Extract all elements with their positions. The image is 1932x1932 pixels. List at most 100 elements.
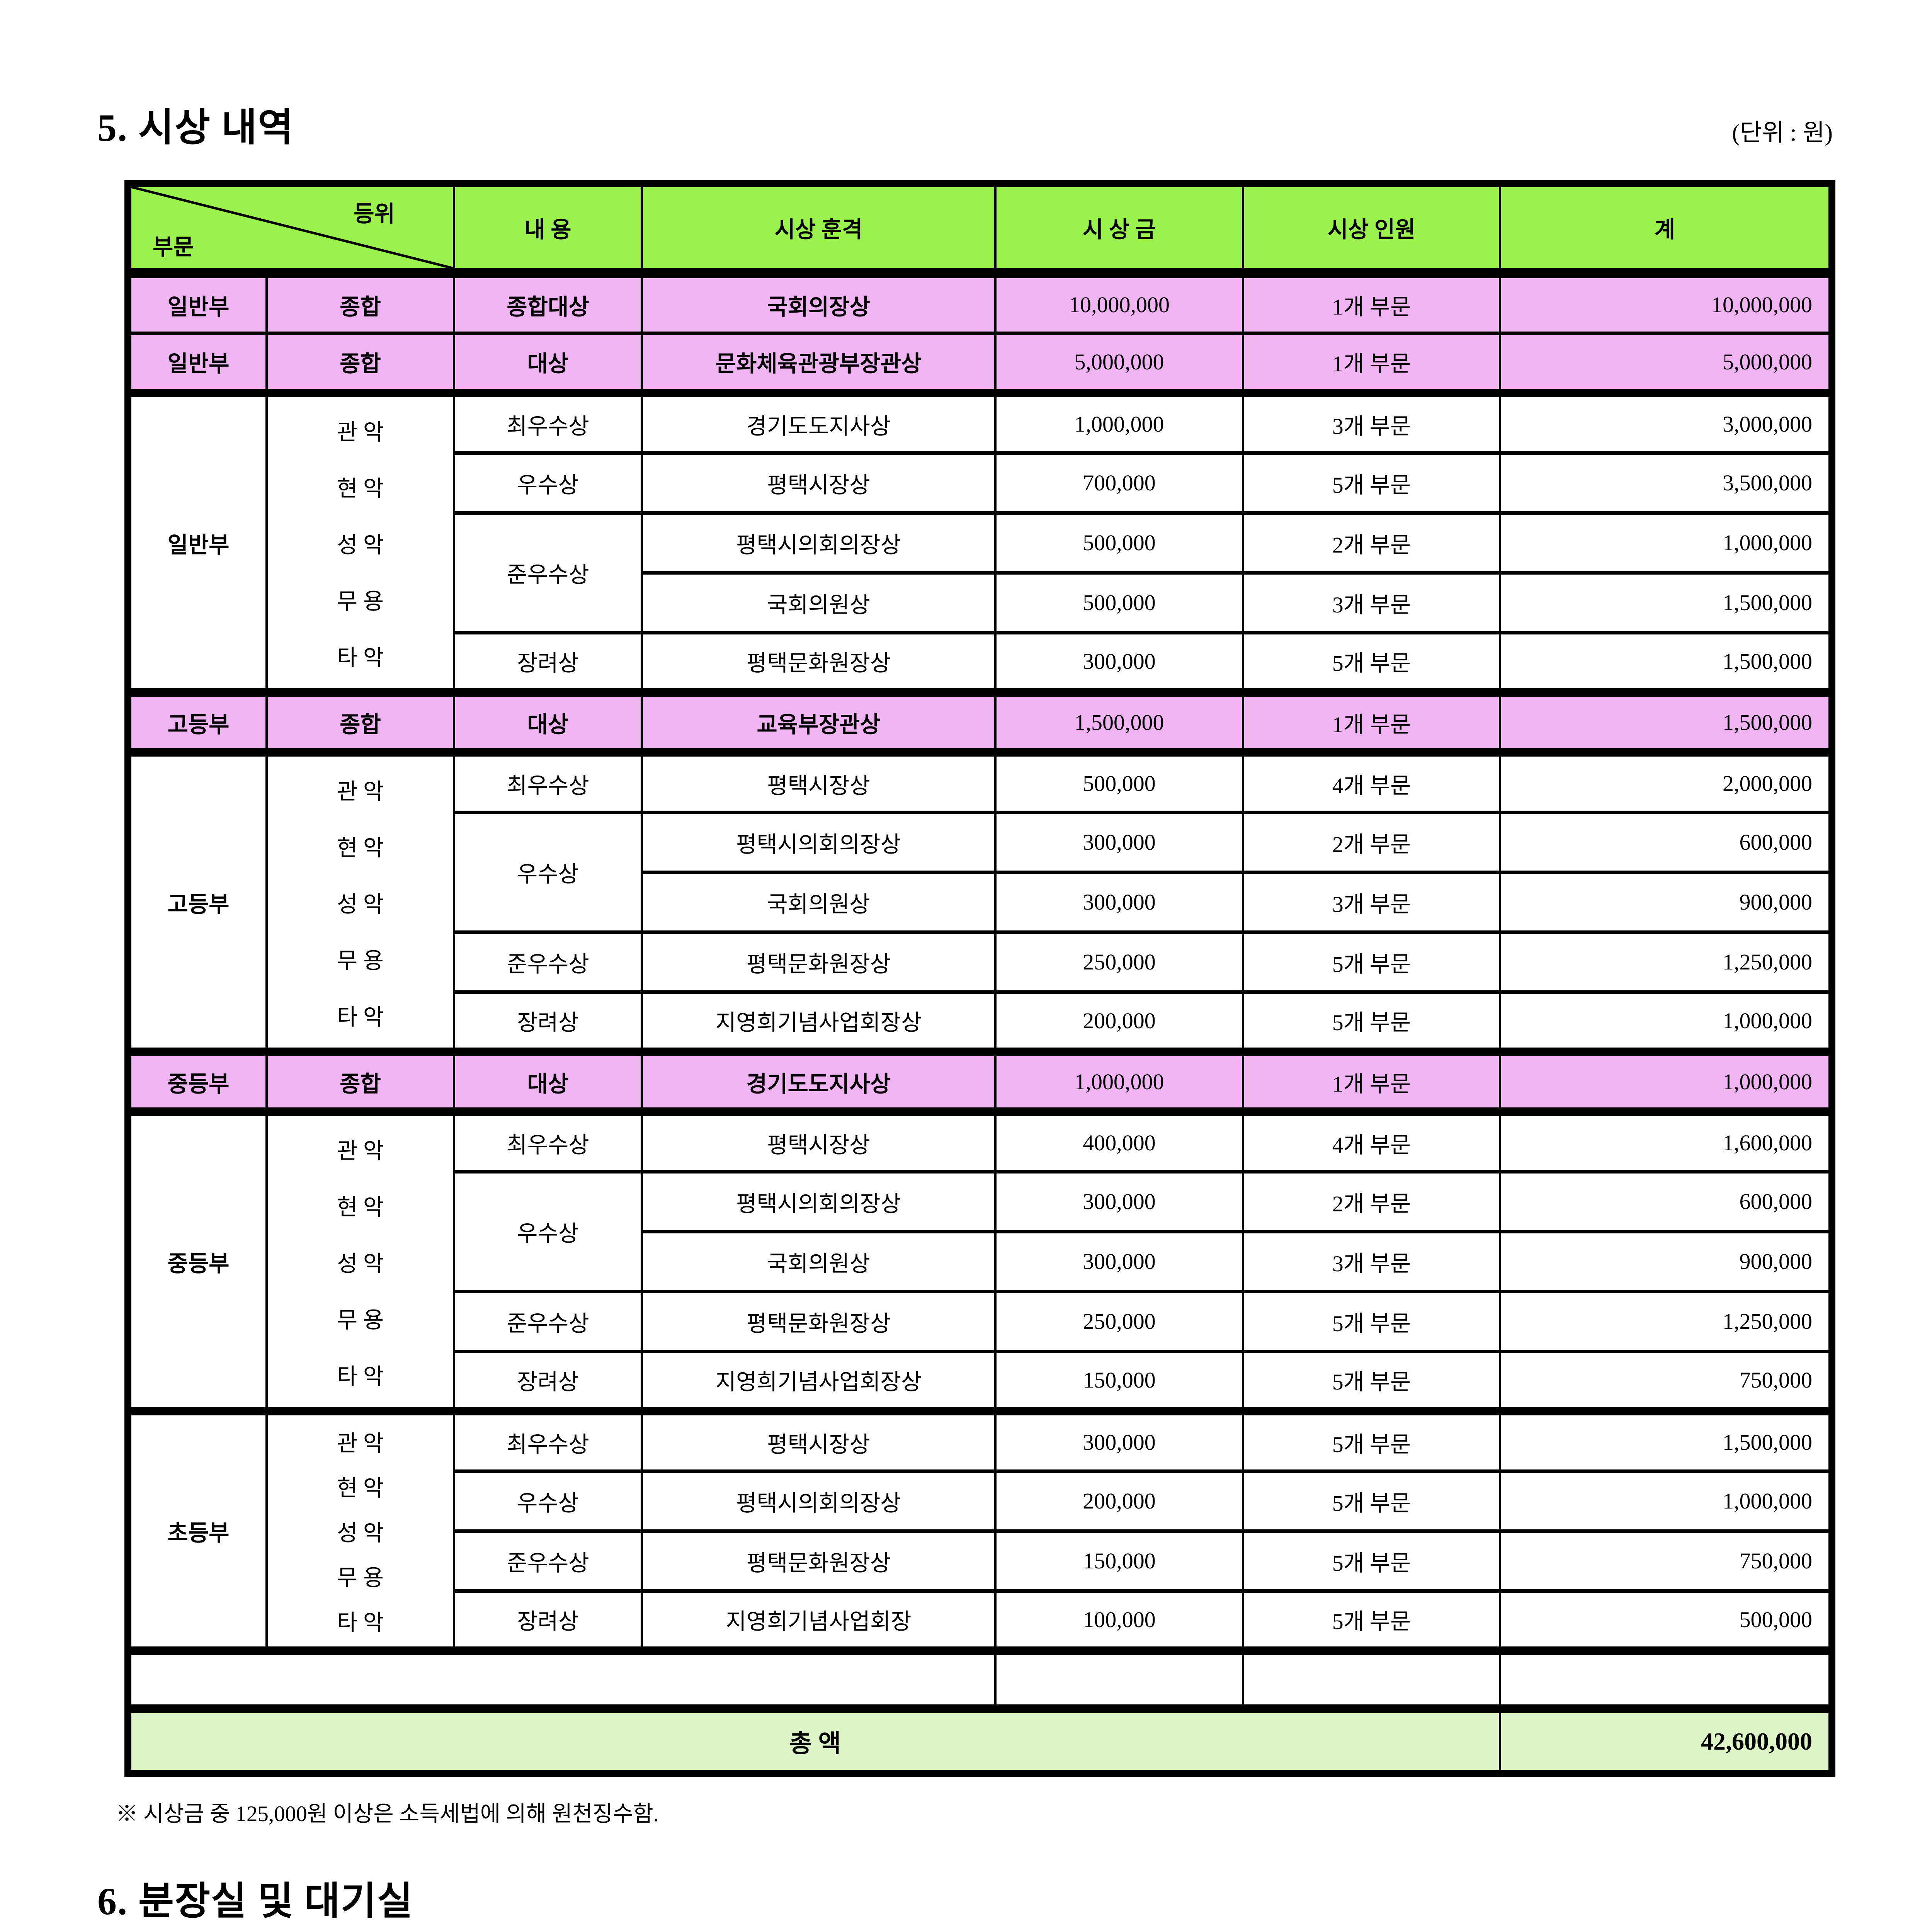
table-cell: 300,000 — [994, 810, 1244, 874]
genre-item: 현 악 — [337, 1476, 384, 1501]
table-cell: 5개 부문 — [1242, 1407, 1501, 1473]
part-label-cell: 일반부 — [127, 389, 268, 694]
table-cell: 5개 부문 — [1242, 1349, 1501, 1413]
table-cell: 500,000 — [994, 511, 1244, 575]
table-cell: 1,000,000 — [994, 1048, 1244, 1114]
genre-item: 관 악 — [337, 419, 384, 445]
table-cell: 600,000 — [1499, 1170, 1833, 1233]
genre-item: 무 용 — [337, 1307, 384, 1333]
award-row: 우수상 평택시의회의장상 300,000 2개 부문 600,000 — [128, 1170, 1833, 1293]
table-cell: 900,000 — [1499, 1230, 1833, 1293]
total-row: 총 액 42,600,000 — [127, 1704, 1833, 1776]
table-cell: 700,000 — [994, 451, 1244, 515]
table-cell: 준우수상 — [453, 930, 643, 994]
header-rank-label: 등위 — [354, 201, 395, 226]
genre-item: 타 악 — [337, 645, 384, 670]
table-cell: 평택문화원장상 — [641, 1289, 997, 1353]
table-cell: 100,000 — [994, 1589, 1244, 1653]
table-cell: 평택시의회의장상 — [641, 1469, 997, 1533]
section-6-title: 6. 분장실 및 대기실 — [97, 1880, 413, 1923]
table-cell: 3,000,000 — [1499, 389, 1833, 455]
table-cell: 국회의원상 — [641, 1230, 997, 1293]
table-cell: 장려상 — [453, 631, 643, 694]
awards-table: 등위 부문 내 용 시상 훈격 시 상 금 시상 인원 계 일반부 종합 종합대… — [124, 180, 1835, 1777]
table-cell: 1,000,000 — [1499, 990, 1833, 1054]
table-cell: 5,000,000 — [1499, 331, 1833, 395]
table-cell: 1개 부문 — [1242, 271, 1501, 335]
table-cell: 1,250,000 — [1499, 1289, 1833, 1353]
empty-row — [127, 1646, 1833, 1711]
genre-item: 관 악 — [337, 1431, 384, 1456]
genre-list-cell: 관 악 현 악 성 악 무 용 타 악 — [265, 1107, 455, 1413]
table-cell: 고등부 — [127, 688, 268, 754]
table-cell: 3개 부문 — [1242, 1230, 1501, 1293]
column-header-recipients: 시상 인원 — [1242, 182, 1501, 278]
awards-header-row: 등위 부문 내 용 시상 훈격 시 상 금 시상 인원 계 — [127, 182, 1833, 278]
table-cell: 지영희기념사업회장 — [641, 1589, 997, 1653]
table-cell: 1,000,000 — [1499, 1469, 1833, 1533]
table-cell: 평택시의회의장상 — [641, 810, 997, 874]
genre-list-cell: 관 악 현 악 성 악 무 용 타 악 — [265, 1407, 455, 1653]
genre-list: 관 악 현 악 성 악 무 용 타 악 — [272, 402, 448, 684]
table-cell: 우수상 — [453, 1170, 643, 1293]
table-cell: 1,600,000 — [1499, 1107, 1833, 1173]
table-cell: 지영희기념사업회장상 — [641, 990, 997, 1054]
table-cell: 최우수상 — [453, 1407, 643, 1473]
table-cell: 장려상 — [453, 1349, 643, 1413]
table-cell: 국회의원상 — [641, 571, 997, 634]
table-cell: 지영희기념사업회장상 — [641, 1349, 997, 1413]
table-cell: 400,000 — [994, 1107, 1244, 1173]
table-cell: 국회의장상 — [641, 271, 997, 335]
genre-item: 성 악 — [337, 891, 384, 917]
genre-list: 관 악 현 악 성 악 무 용 타 악 — [272, 761, 448, 1043]
genre-item: 성 악 — [337, 1520, 384, 1546]
award-row: 장려상 평택문화원장상 300,000 5개 부문 1,500,000 — [128, 631, 1833, 694]
genre-list-cell: 관 악 현 악 성 악 무 용 타 악 — [265, 748, 455, 1054]
table-cell: 500,000 — [1499, 1589, 1833, 1653]
table-cell: 우수상 — [453, 451, 643, 515]
table-cell — [127, 1646, 997, 1711]
table-cell: 종합 — [265, 1048, 455, 1114]
table-cell: 3개 부문 — [1242, 571, 1501, 634]
table-cell: 5개 부문 — [1242, 1469, 1501, 1533]
table-cell: 500,000 — [994, 748, 1244, 814]
diagonal-line — [131, 187, 438, 263]
table-cell: 장려상 — [453, 990, 643, 1054]
table-cell: 최우수상 — [453, 1107, 643, 1173]
award-row: 초등부 관 악 현 악 성 악 무 용 타 악 최우수상 평택시장상 300,0… — [127, 1407, 1833, 1653]
award-row: 준우수상 평택시의회의장상 500,000 2개 부문 1,000,000 — [128, 511, 1833, 634]
table-cell: 우수상 — [453, 810, 643, 934]
table-cell: 5개 부문 — [1242, 930, 1501, 994]
award-row: 국회의원상 500,000 3개 부문 1,500,000 — [128, 571, 1833, 634]
table-cell: 우수상 — [453, 1469, 643, 1533]
table-cell: 5,000,000 — [994, 331, 1244, 395]
table-cell: 평택시의회의장상 — [641, 1170, 997, 1233]
table-cell: 4개 부문 — [1242, 748, 1501, 814]
table-cell: 2,000,000 — [1499, 748, 1833, 814]
award-row: 장려상 지영희기념사업회장상 200,000 5개 부문 1,000,000 — [128, 990, 1833, 1054]
table-cell: 교육부장관상 — [641, 688, 997, 754]
table-cell: 3,500,000 — [1499, 451, 1833, 515]
table-cell: 200,000 — [994, 1469, 1244, 1533]
table-cell — [1242, 1646, 1501, 1711]
table-cell: 1,500,000 — [1499, 571, 1833, 634]
table-cell: 최우수상 — [453, 748, 643, 814]
table-cell — [994, 1646, 1244, 1711]
table-cell — [1499, 1646, 1833, 1711]
table-cell: 600,000 — [1499, 810, 1833, 874]
table-cell: 1개 부문 — [1242, 331, 1501, 395]
table-cell: 평택시장상 — [641, 451, 997, 515]
genre-item: 무 용 — [337, 948, 384, 973]
section-5-title: 5. 시상 내역 — [97, 106, 294, 149]
column-header-prize: 시 상 금 — [994, 182, 1244, 278]
genre-item: 무 용 — [337, 588, 384, 614]
table-cell: 750,000 — [1499, 1349, 1833, 1413]
table-cell: 평택시장상 — [641, 1107, 997, 1173]
table-cell: 일반부 — [127, 331, 268, 395]
table-cell: 평택시의회의장상 — [641, 511, 997, 575]
table-cell: 2개 부문 — [1242, 1170, 1501, 1233]
table-cell: 1,500,000 — [1499, 631, 1833, 694]
summary-row: 일반부 종합 대상 문화체육관광부장관상 5,000,000 1개 부문 5,0… — [127, 331, 1833, 395]
table-cell: 500,000 — [994, 571, 1244, 634]
